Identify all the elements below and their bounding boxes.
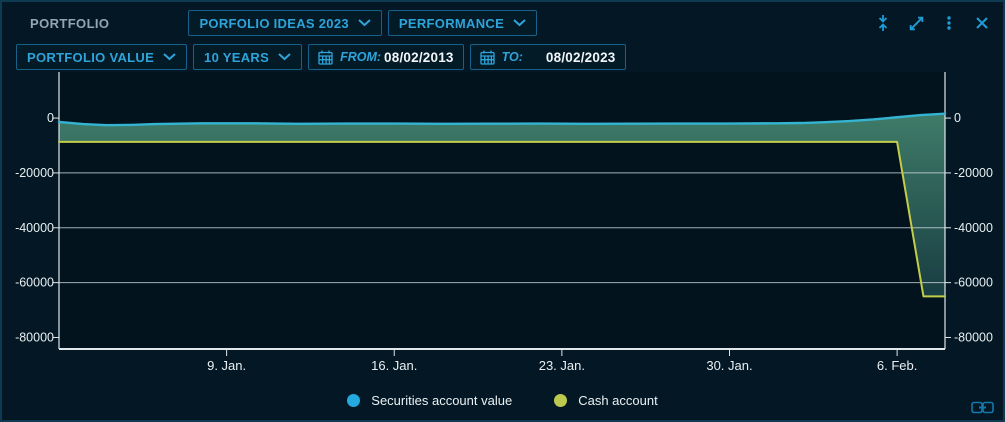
x-tick-label: 30. Jan. [706, 358, 752, 373]
window-controls [873, 9, 992, 37]
y-tick-label: -40000 [954, 221, 993, 235]
range-dropdown[interactable]: 10 YEARS [193, 44, 303, 70]
area-fill [59, 113, 945, 297]
view-select-label: PERFORMANCE [398, 15, 505, 31]
metric-dropdown-label: PORTFOLIO VALUE [27, 49, 155, 65]
x-tick-label: 6. Feb. [877, 358, 917, 373]
view-select-dropdown[interactable]: PERFORMANCE [387, 10, 538, 36]
link-icon[interactable] [971, 401, 994, 414]
calendar-icon [479, 50, 495, 65]
plot-area [59, 72, 945, 349]
securities-line [57, 112, 947, 127]
y-tick-label: -20000 [954, 166, 993, 180]
chevron-down-icon [513, 19, 526, 27]
to-label: TO: [501, 50, 523, 64]
x-tick-label: 9. Jan. [207, 358, 246, 373]
kebab-menu-icon[interactable] [939, 13, 959, 33]
close-icon[interactable] [972, 13, 992, 33]
legend-item-securities[interactable]: Securities account value [347, 393, 512, 408]
y-tick-label: -80000 [15, 330, 54, 344]
y-tick-label: 0 [954, 111, 961, 125]
to-date-field[interactable]: TO: 08/02/2023 [469, 44, 626, 70]
from-label: FROM: [340, 50, 382, 64]
x-tick-label: 16. Jan. [371, 358, 417, 373]
page-title: PORTFOLIO [30, 15, 110, 31]
y-tick-label: 0 [47, 111, 54, 125]
cash-line [58, 140, 946, 298]
chart-legend: Securities account value Cash account [2, 390, 1003, 410]
legend-label: Cash account [578, 392, 658, 408]
legend-label: Securities account value [371, 392, 513, 408]
chart-toolbar: PORTFOLIO VALUE 10 YEARS FROM: 08/02/2013… [2, 43, 1003, 71]
chevron-down-icon [358, 19, 371, 27]
portfolio-select-label: PORFOLIO IDEAS 2023 [199, 15, 349, 31]
y-tick-label: -20000 [15, 166, 54, 180]
x-tick-label: 23. Jan. [539, 358, 585, 373]
y-tick-label: -80000 [954, 330, 993, 344]
y-tick-label: -60000 [954, 276, 993, 290]
collapse-vertical-icon[interactable] [873, 13, 893, 33]
from-value: 08/02/2013 [384, 49, 454, 65]
cash-legend-dot-icon [554, 393, 568, 407]
y-tick-label: -40000 [15, 221, 54, 235]
chevron-down-icon [278, 53, 291, 61]
to-value: 08/02/2023 [545, 49, 616, 65]
portfolio-select-dropdown[interactable]: PORFOLIO IDEAS 2023 [188, 10, 382, 36]
metric-dropdown[interactable]: PORTFOLIO VALUE [16, 44, 188, 70]
y-tick-label: -60000 [15, 276, 54, 290]
expand-icon[interactable] [906, 13, 926, 33]
top-toolbar: PORTFOLIO PORFOLIO IDEAS 2023 PERFORMANC… [2, 9, 1003, 37]
from-date-field[interactable]: FROM: 08/02/2013 [308, 44, 464, 70]
calendar-icon [318, 50, 333, 65]
range-dropdown-label: 10 YEARS [204, 49, 270, 65]
chevron-down-icon [163, 53, 176, 61]
securities-legend-dot-icon [347, 393, 361, 407]
legend-item-cash[interactable]: Cash account [554, 393, 658, 408]
